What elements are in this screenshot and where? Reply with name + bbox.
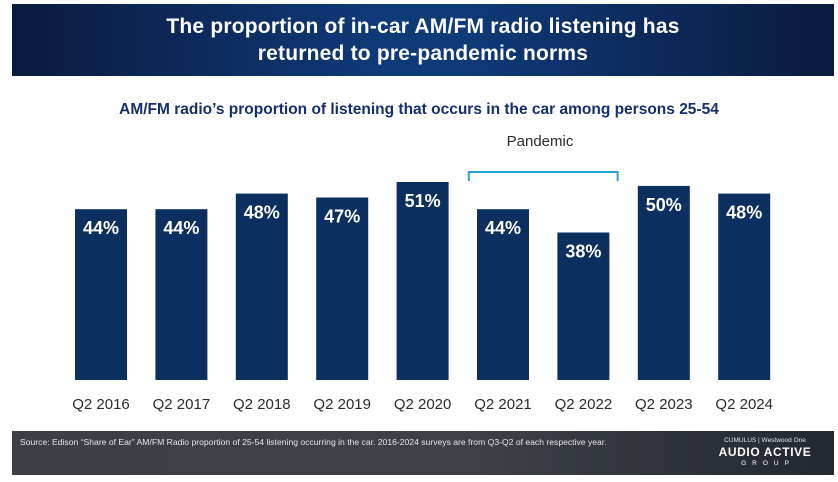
bar-q2-2021	[477, 209, 529, 380]
logo-sub-text: GROUP	[741, 460, 795, 467]
bar-q2-2018	[235, 193, 288, 380]
pandemic-annotation-label: Pandemic	[506, 133, 574, 150]
data-label: 51%	[405, 191, 441, 211]
x-tick-label: Q2 2018	[233, 396, 291, 413]
chart-title: AM/FM radio’s proportion of listening th…	[119, 101, 719, 118]
footer-bar: Source: Edison “Share of Ear” AM/FM Radi…	[12, 431, 834, 475]
data-label: 50%	[646, 195, 682, 215]
data-label: 48%	[726, 203, 762, 223]
bar-q2-2016	[75, 209, 127, 380]
data-label: 44%	[485, 218, 521, 238]
title-banner: The proportion of in-car AM/FM radio lis…	[12, 4, 834, 76]
x-tick-label: Q2 2022	[555, 396, 613, 413]
source-note: Source: Edison “Share of Ear” AM/FM Radi…	[20, 437, 607, 447]
data-label: 44%	[163, 218, 199, 238]
bar-q2-2024	[718, 193, 771, 380]
bar-q2-2023	[637, 185, 690, 380]
data-label: 44%	[83, 218, 119, 238]
x-tick-label: Q2 2023	[635, 396, 693, 413]
bar-q2-2020	[396, 182, 449, 380]
data-label: 47%	[324, 207, 360, 227]
x-tick-label: Q2 2021	[474, 396, 532, 413]
bar-q2-2019	[316, 197, 369, 380]
x-tick-label: Q2 2019	[313, 396, 371, 413]
data-label: 48%	[244, 203, 280, 223]
x-tick-label: Q2 2024	[715, 396, 773, 413]
title-line-2: returned to pre-pandemic norms	[257, 42, 589, 65]
x-tick-label: Q2 2016	[72, 396, 130, 413]
title-line-1: The proportion of in-car AM/FM radio lis…	[166, 15, 680, 38]
bar-q2-2017	[155, 209, 208, 380]
x-tick-label: Q2 2017	[153, 396, 211, 413]
bar-chart: 44% Q2 2016 44% Q2 2017 48% Q2 2018 47% Q2 2019…	[72, 171, 773, 413]
logo-partner-text: CUMULUS | Westwood One	[724, 437, 806, 444]
bar-q2-2022	[557, 232, 610, 380]
audio-active-group-logo: CUMULUS | Westwood One AUDIO ACTIVE GROU…	[710, 436, 820, 468]
data-label: 38%	[565, 242, 601, 262]
x-tick-label: Q2 2020	[394, 396, 452, 413]
logo-main-text: AUDIO ACTIVE	[718, 445, 812, 459]
pandemic-bracket	[467, 171, 619, 181]
